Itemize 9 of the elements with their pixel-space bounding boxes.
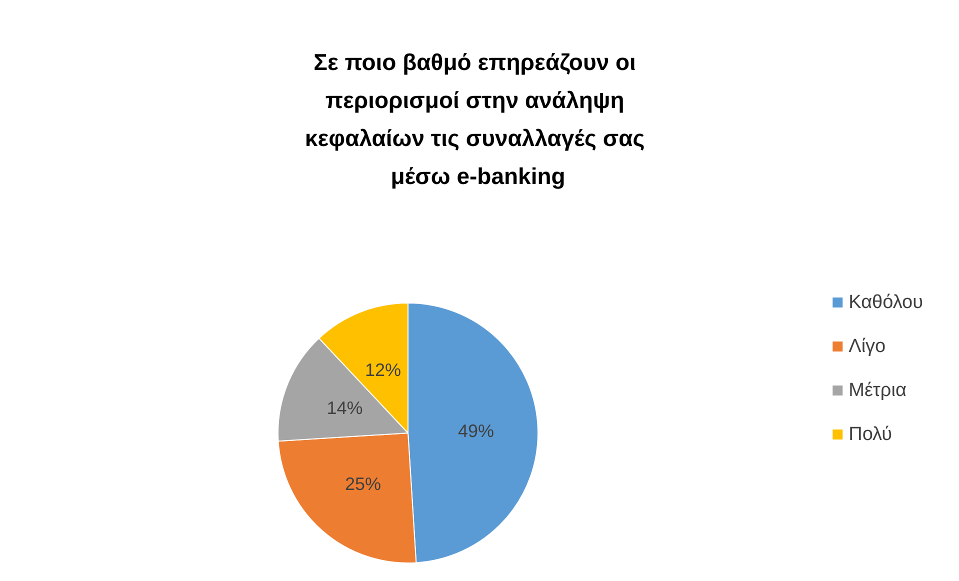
data-label: 49%: [458, 420, 494, 441]
legend-label: Μέτρια: [848, 380, 906, 401]
data-label: 14%: [326, 398, 363, 418]
legend-label: Λίγο: [848, 336, 886, 357]
data-label: 25%: [345, 474, 382, 494]
data-label: 12%: [364, 360, 401, 380]
legend-label: Καθόλου: [848, 292, 924, 313]
chart-title: Σε ποιο βαθμό επηρεάζουν οι περιορισμοί στην ανάληψη κεφαλαίων τις συναλλαγές σας μέσω e-banking: [304, 49, 652, 189]
legend-label: Πολύ: [848, 424, 892, 445]
